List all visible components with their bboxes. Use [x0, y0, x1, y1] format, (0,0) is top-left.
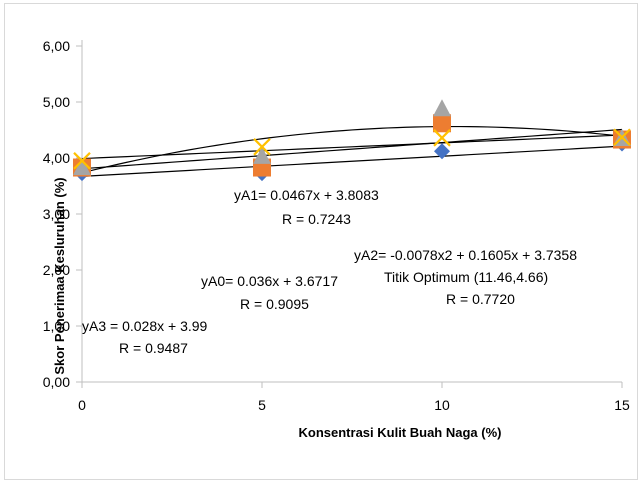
y-tick-label: 3,00 [43, 206, 70, 222]
trendline-a1 [81, 128, 623, 170]
trendline-a3 [81, 134, 623, 160]
data-point-a1 [433, 114, 451, 133]
y-tick-label: 1,00 [43, 318, 70, 334]
data-point-a3 [433, 129, 451, 147]
annotation-a3-line2: R = 0.9487 [119, 340, 188, 356]
data-point-a3 [73, 152, 91, 170]
annotation-a3-line1: yA3 = 0.028x + 3.99 [82, 318, 208, 334]
y-tick-label: 0,00 [43, 374, 70, 390]
data-point-a2 [433, 99, 451, 117]
annotation-a2-line2: Titik Optimum (11.46,4.66) [384, 269, 548, 285]
data-point-a3 [613, 128, 631, 147]
data-point-a2 [73, 158, 91, 176]
x-tick-label: 10 [434, 397, 450, 413]
y-tick-label: 5,00 [43, 94, 70, 110]
y-tick-label: 2,00 [43, 262, 70, 278]
x-tick-label: 0 [78, 397, 86, 413]
x-tick-label: 15 [614, 397, 630, 413]
x-tick-label: 5 [258, 397, 266, 413]
annotation-a2-line1: yA2= -0.0078x2 + 0.1605x + 3.7358 [354, 247, 577, 263]
y-tick-label: 4,00 [43, 150, 70, 166]
trendline-a0 [81, 145, 623, 177]
annotation-a1-line2: R = 0.7243 [282, 211, 351, 227]
x-axis-title: Konsentrasi Kulit Buah Naga (%) [299, 425, 502, 440]
data-point-a0 [434, 143, 450, 160]
annotation-a0-line2: R = 0.9095 [240, 296, 309, 312]
data-point-a3 [253, 138, 271, 156]
trendline-a2 [81, 125, 623, 174]
data-point-a2 [253, 146, 271, 164]
y-tick-label: 6,00 [43, 38, 70, 54]
annotation-a1-line1: yA1= 0.0467x + 3.8083 [234, 187, 379, 203]
annotation-a0-line1: yA0= 0.036x + 3.6717 [201, 273, 338, 289]
annotation-a2-line3: R = 0.7720 [446, 291, 515, 307]
chart-frame [4, 3, 638, 480]
y-axis-title: Skor Penerimaa Kesluruhan (%) [52, 177, 67, 374]
